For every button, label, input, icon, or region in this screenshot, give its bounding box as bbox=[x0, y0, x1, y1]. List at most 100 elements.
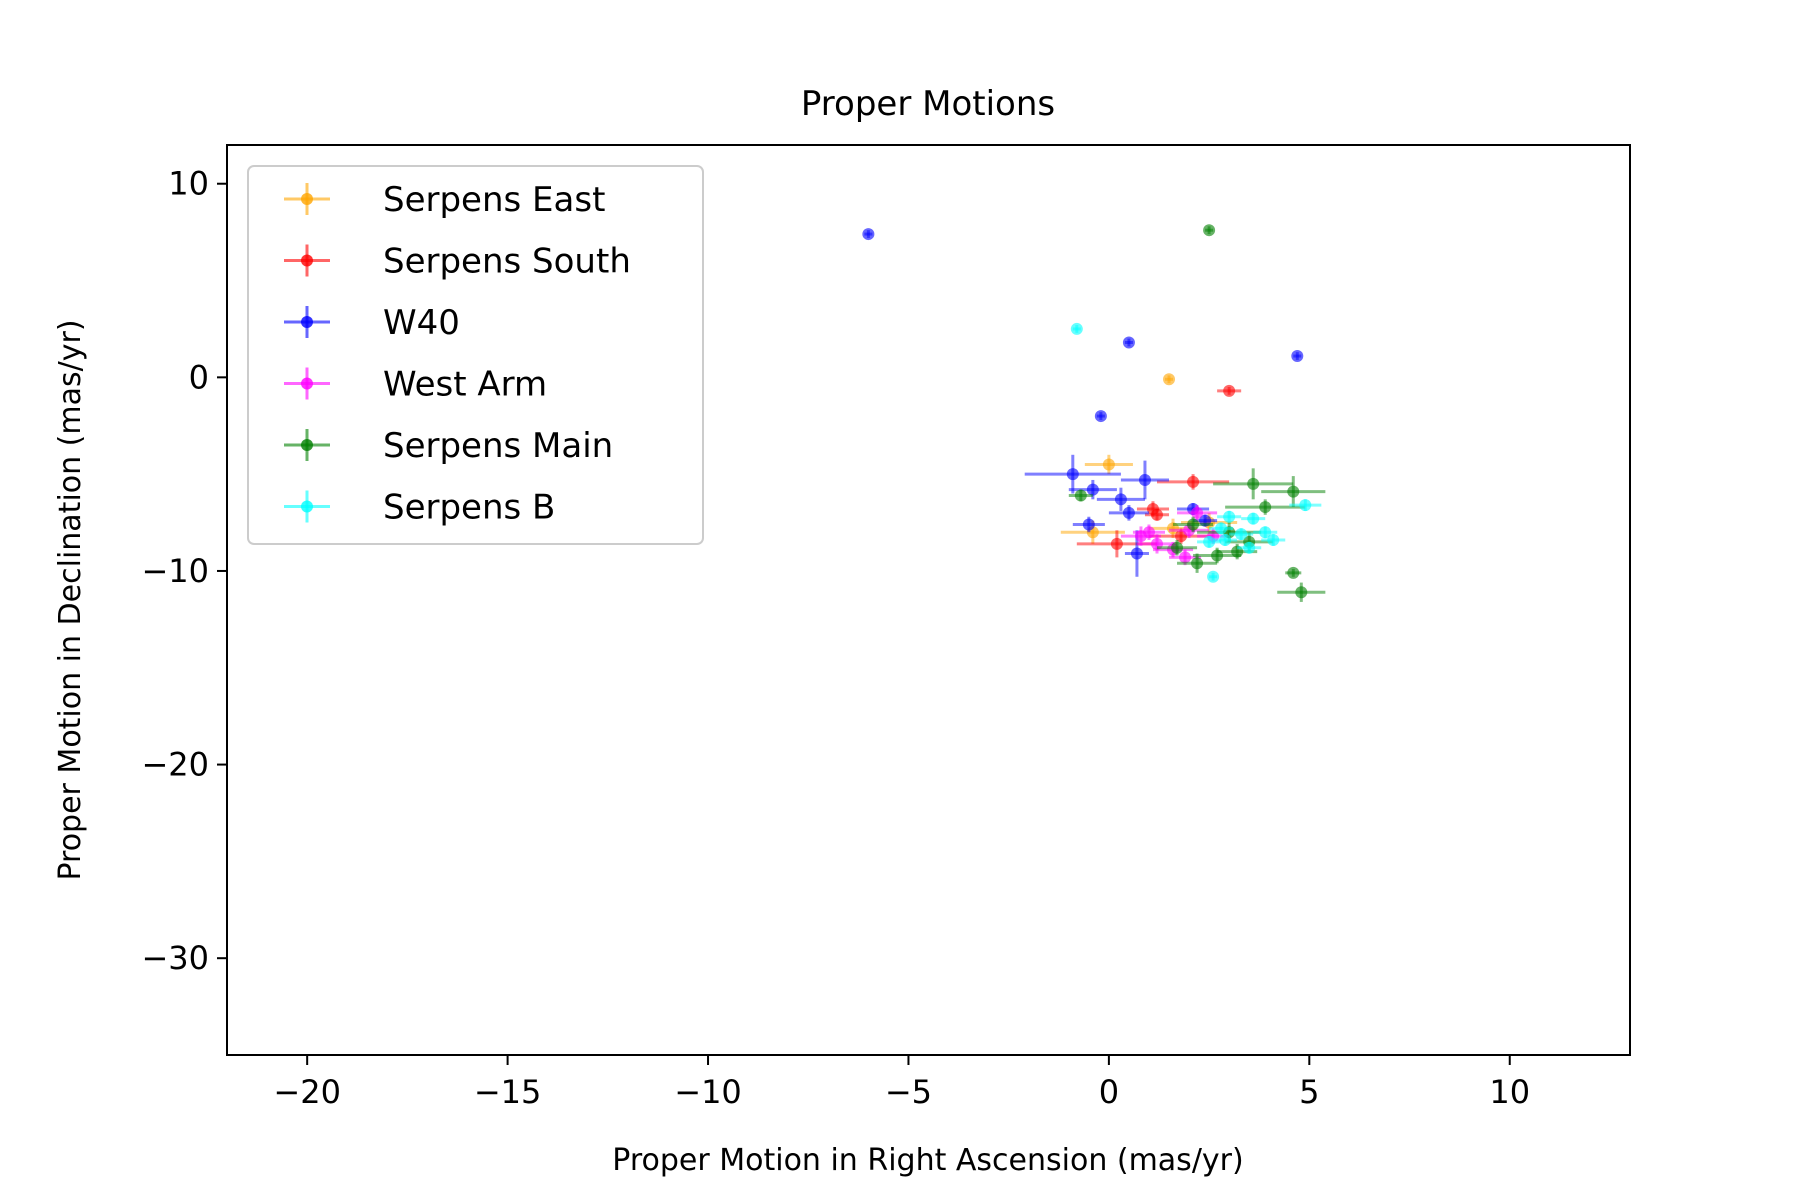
data-point bbox=[1156, 474, 1230, 490]
data-marker bbox=[1219, 533, 1232, 546]
data-point bbox=[862, 228, 875, 241]
series-serpens-b bbox=[1070, 322, 1322, 583]
y-tick-label: −20 bbox=[141, 746, 209, 784]
data-marker bbox=[1191, 506, 1204, 519]
data-point bbox=[1163, 373, 1176, 386]
data-point bbox=[1237, 541, 1262, 554]
y-tick-label: 0 bbox=[189, 358, 209, 396]
legend-label: Serpens South bbox=[383, 242, 631, 282]
data-marker bbox=[1094, 410, 1107, 423]
legend-entry: West Arm bbox=[284, 365, 547, 405]
data-point bbox=[1213, 533, 1238, 546]
data-marker bbox=[1138, 473, 1151, 486]
y-axis-label: Proper Motion in Declination (mas/yr) bbox=[53, 319, 88, 880]
data-marker bbox=[1203, 224, 1216, 237]
y-axis-ticks: 10 0 −10 −20 −30 bbox=[141, 165, 227, 977]
data-point bbox=[1203, 224, 1216, 237]
data-marker bbox=[1203, 535, 1216, 548]
legend-entry: Serpens South bbox=[284, 242, 631, 282]
data-marker bbox=[1291, 350, 1304, 363]
data-point bbox=[1209, 522, 1234, 535]
data-marker bbox=[1070, 322, 1083, 335]
data-point bbox=[1217, 510, 1242, 523]
data-marker bbox=[1066, 468, 1079, 481]
data-point bbox=[1072, 516, 1105, 533]
data-point bbox=[1241, 512, 1266, 525]
legend-marker bbox=[301, 193, 313, 205]
data-marker bbox=[1142, 526, 1155, 539]
data-point bbox=[1277, 582, 1326, 602]
data-marker bbox=[1259, 501, 1272, 514]
data-marker bbox=[1223, 510, 1236, 523]
plot-area bbox=[862, 224, 1326, 602]
legend-label: Serpens B bbox=[383, 488, 555, 528]
data-point bbox=[1096, 487, 1145, 511]
data-point bbox=[1084, 454, 1133, 475]
data-point bbox=[1197, 535, 1222, 548]
data-marker bbox=[1299, 499, 1312, 512]
data-marker bbox=[1287, 485, 1300, 498]
data-marker bbox=[1110, 537, 1123, 550]
data-marker bbox=[1243, 541, 1256, 554]
data-marker bbox=[1187, 518, 1200, 531]
chart-title: Proper Motions bbox=[801, 84, 1055, 124]
data-point bbox=[1253, 526, 1278, 539]
data-point bbox=[1285, 566, 1302, 579]
legend-marker bbox=[301, 439, 313, 451]
data-marker bbox=[1150, 508, 1163, 521]
series-serpens-south bbox=[1076, 384, 1242, 558]
data-point bbox=[1070, 322, 1083, 335]
data-point bbox=[1173, 516, 1214, 533]
legend-entry: Serpens East bbox=[284, 180, 605, 220]
data-point bbox=[1207, 570, 1220, 583]
x-tick-label: 0 bbox=[1099, 1073, 1119, 1111]
data-point bbox=[1177, 553, 1218, 573]
data-point bbox=[1108, 505, 1149, 521]
data-marker bbox=[1247, 477, 1260, 490]
x-tick-label: −10 bbox=[674, 1073, 742, 1111]
data-point bbox=[1122, 336, 1135, 349]
data-point bbox=[1217, 384, 1242, 397]
legend-label: Serpens Main bbox=[383, 426, 613, 466]
data-point bbox=[1144, 508, 1170, 521]
data-point bbox=[1261, 533, 1286, 546]
data-marker bbox=[1122, 506, 1135, 519]
legend-entry: Serpens B bbox=[284, 488, 555, 528]
x-tick-label: 10 bbox=[1489, 1073, 1530, 1111]
data-marker bbox=[1179, 551, 1192, 564]
data-point bbox=[1261, 476, 1326, 508]
legend: Serpens East Serpens South W40 West Arm Serp… bbox=[247, 165, 704, 545]
data-point bbox=[1156, 539, 1198, 556]
data-point bbox=[1229, 528, 1254, 541]
data-marker bbox=[1287, 566, 1300, 579]
data-marker bbox=[1114, 493, 1127, 506]
legend-box bbox=[247, 165, 704, 545]
data-marker bbox=[1267, 533, 1280, 546]
x-tick-label: −20 bbox=[273, 1073, 341, 1111]
data-marker bbox=[1191, 557, 1204, 570]
data-marker bbox=[862, 228, 875, 241]
data-marker bbox=[1122, 336, 1135, 349]
y-tick-label: −10 bbox=[141, 552, 209, 590]
data-marker bbox=[1215, 522, 1228, 535]
data-marker bbox=[1163, 373, 1176, 386]
data-marker bbox=[1130, 547, 1143, 560]
data-marker bbox=[1074, 489, 1087, 502]
data-marker bbox=[1295, 586, 1308, 599]
legend-marker bbox=[301, 316, 313, 328]
data-marker bbox=[1207, 570, 1220, 583]
data-point bbox=[1225, 499, 1306, 515]
legend-marker bbox=[301, 500, 313, 513]
data-marker bbox=[1235, 528, 1248, 541]
y-tick-label: 10 bbox=[168, 165, 209, 203]
data-point bbox=[1177, 505, 1218, 521]
data-point bbox=[1213, 468, 1294, 500]
legend-marker bbox=[301, 254, 313, 267]
data-point bbox=[1132, 524, 1166, 540]
data-point bbox=[1120, 460, 1170, 500]
data-marker bbox=[1223, 384, 1236, 397]
data-marker bbox=[1102, 458, 1115, 471]
x-tick-label: −5 bbox=[885, 1073, 932, 1111]
legend-label: West Arm bbox=[383, 365, 547, 405]
